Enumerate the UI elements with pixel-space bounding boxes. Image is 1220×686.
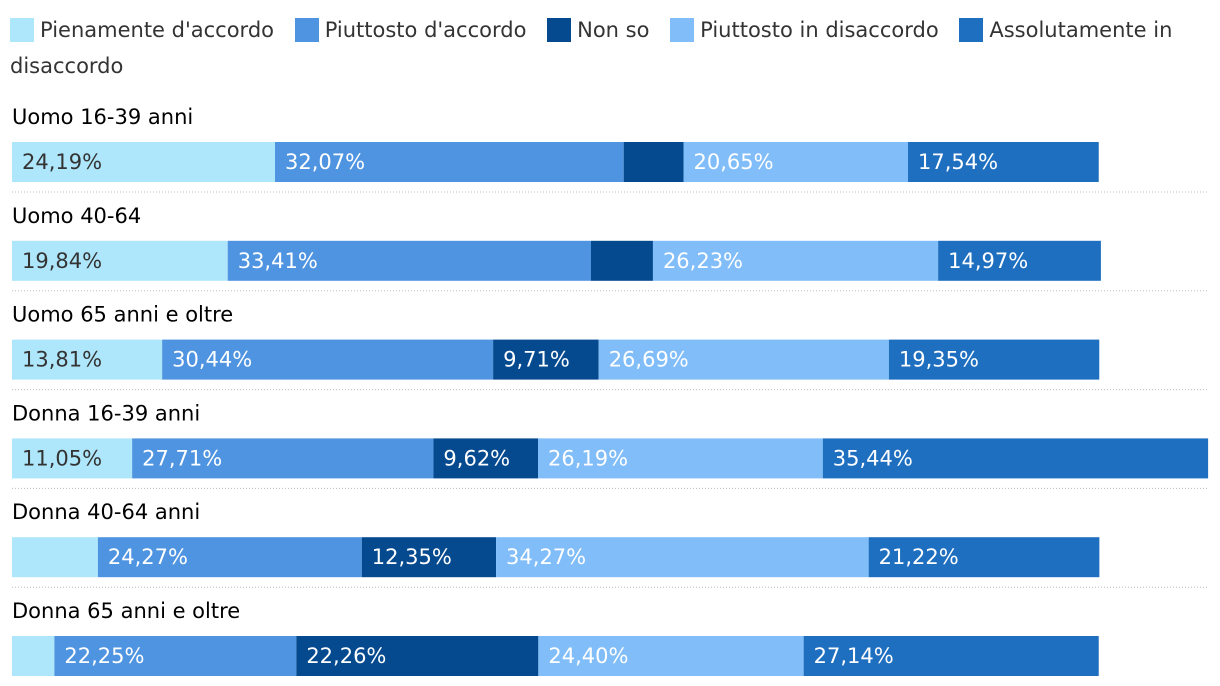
legend-label: Pienamente d'accordo (40, 18, 275, 42)
bar-segment (888, 339, 1100, 380)
value-label: 26,69% (609, 348, 689, 372)
legend-swatch (294, 18, 319, 42)
legend-label: Assolutamente in disaccordo (10, 18, 1173, 78)
legend-item: Non so (547, 18, 649, 42)
bar-segment (54, 636, 297, 676)
bar-segment (12, 636, 55, 676)
value-label: 26,23% (663, 249, 743, 273)
value-label: 26,19% (548, 446, 628, 470)
value-label: 21,22% (879, 545, 959, 569)
bar-segment (822, 438, 1209, 479)
value-label: 19,84% (22, 249, 102, 273)
value-label: 11,05% (22, 446, 102, 470)
row-label: Uomo 16-39 anni (12, 105, 193, 129)
bar-segment (162, 339, 494, 380)
value-label: 24,19% (22, 150, 102, 174)
legend-swatch (959, 18, 984, 42)
value-label: 24,27% (108, 545, 188, 569)
value-label: 17,54% (918, 150, 998, 174)
row-label: Donna 16-39 anni (12, 401, 200, 425)
value-label: 24,40% (548, 644, 628, 668)
value-label: 19,35% (899, 348, 979, 372)
value-label: 22,25% (64, 644, 144, 668)
value-label: 34,27% (506, 545, 586, 569)
bar-segment (538, 438, 823, 479)
value-label: 32,07% (285, 150, 365, 174)
value-label: 35,44% (833, 446, 913, 470)
legend-item: Assolutamente in disaccordo (10, 18, 1172, 78)
value-label: 9,62% (443, 446, 510, 470)
bar-segment (12, 142, 276, 182)
bar-segment (538, 636, 804, 676)
legend-swatch (10, 18, 34, 42)
legend-item: Pienamente d'accordo (10, 18, 274, 42)
bar-segment (361, 537, 497, 578)
bar-segment (275, 142, 624, 182)
bar-segment (296, 636, 539, 676)
row-label: Donna 65 anni e oltre (12, 599, 240, 623)
bar-segment (908, 142, 1099, 182)
legend-swatch (547, 18, 572, 42)
bar-segment (227, 240, 591, 281)
bar-segment (868, 537, 1100, 578)
value-label: 14,97% (948, 249, 1028, 273)
legend-swatch (670, 18, 695, 42)
bar-segment (803, 636, 1099, 676)
bar-segment (433, 438, 539, 479)
bar-segment (493, 339, 599, 380)
bar-segment (598, 339, 889, 380)
bar-segment (12, 240, 228, 281)
bar-segment (97, 537, 362, 578)
row-label: Donna 40-64 anni (12, 500, 200, 524)
legend-label: Non so (577, 18, 650, 42)
bar-segment (132, 438, 434, 479)
bar-segment (12, 537, 98, 578)
legend-item: Piuttosto in disaccordo (670, 18, 939, 42)
bar-segment (683, 142, 909, 182)
legend-label: Piuttosto d'accordo (324, 18, 527, 42)
row-label: Uomo 40-64 (12, 204, 141, 228)
value-label: 9,71% (503, 348, 570, 372)
bar-segment (496, 537, 869, 578)
value-label: 30,44% (172, 348, 252, 372)
value-label: 20,65% (693, 150, 773, 174)
bar-segment (12, 438, 133, 479)
bar-segment (623, 142, 684, 182)
row-label: Uomo 65 anni e oltre (12, 303, 233, 327)
value-label: 27,71% (142, 446, 222, 470)
bar-segment (590, 240, 653, 281)
legend-label: Piuttosto in disaccordo (700, 18, 939, 42)
legend: Pienamente d'accordo Piuttosto d'accordo… (10, 12, 1210, 84)
value-label: 22,26% (306, 644, 386, 668)
bar-segment (938, 240, 1101, 281)
bar-segment (652, 240, 939, 281)
value-label: 13,81% (22, 348, 102, 372)
legend-item: Piuttosto d'accordo (294, 18, 527, 42)
bar-segment (12, 339, 163, 380)
value-label: 12,35% (372, 545, 452, 569)
value-label: 33,41% (238, 249, 318, 273)
value-label: 27,14% (814, 644, 894, 668)
